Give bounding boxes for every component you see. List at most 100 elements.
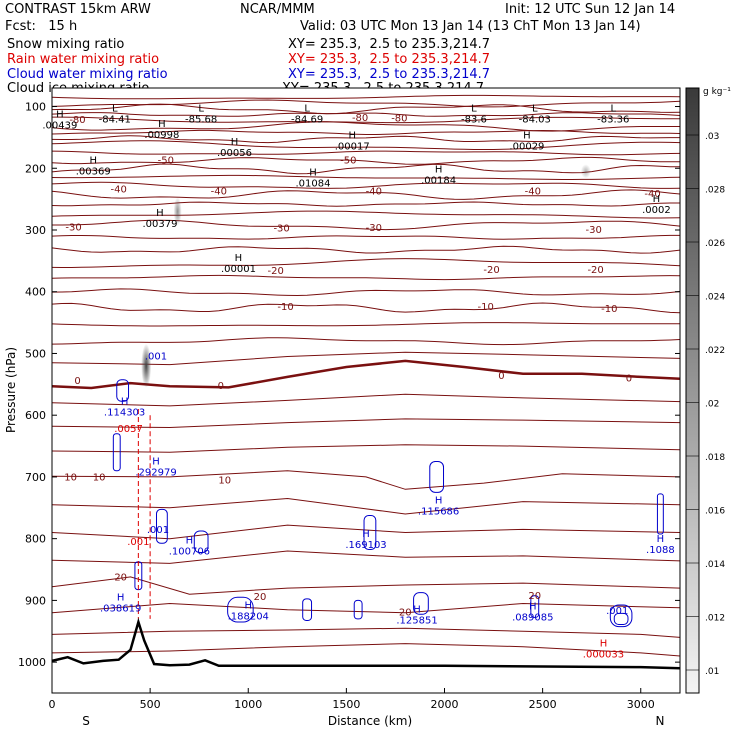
y-tick-label: 900 bbox=[25, 594, 46, 607]
isotherm-label: -40 bbox=[644, 189, 660, 200]
legend-cloud-water-xy: XY= 235.3, 2.5 to 235.3,214.7 bbox=[288, 67, 491, 82]
snow-extreme-value: .00001 bbox=[221, 264, 256, 275]
rain-max-value: .0057 bbox=[114, 424, 143, 435]
colorbar-tick-label: .03 bbox=[705, 132, 719, 142]
snow-extreme-marker: L bbox=[532, 103, 538, 114]
snow-max-shade bbox=[141, 343, 152, 388]
isotherm-line bbox=[51, 643, 681, 657]
snow-extreme-marker: H bbox=[89, 155, 97, 166]
isotherm-label: -10 bbox=[601, 304, 617, 315]
isotherm-label: -40 bbox=[111, 185, 127, 196]
cloud-water-max-marker: H bbox=[362, 529, 370, 540]
isotherm-line bbox=[51, 94, 681, 100]
org-label: NCAR/MMM bbox=[240, 2, 315, 17]
isotherm-label: -30 bbox=[585, 225, 601, 236]
cloud-water-max-value: .001 bbox=[145, 352, 167, 363]
snow-extreme-marker: H bbox=[523, 131, 531, 142]
rain-max-value: .000033 bbox=[583, 650, 624, 661]
x-axis-label: Distance (km) bbox=[328, 714, 412, 728]
isotherm-label: 0 bbox=[218, 381, 224, 392]
isotherm-line bbox=[51, 156, 680, 165]
valid-time: Valid: 03 UTC Mon 13 Jan 14 (13 ChT Mon … bbox=[300, 19, 641, 34]
isotherm-label: -30 bbox=[65, 222, 81, 233]
y-tick-label: 400 bbox=[25, 286, 46, 299]
isotherm-line bbox=[52, 116, 680, 124]
cloud-water-contour bbox=[363, 515, 377, 550]
y-tick-label: 600 bbox=[25, 409, 46, 422]
isotherm-label: -80 bbox=[391, 114, 407, 125]
cloud-water-max-marker: H bbox=[121, 397, 129, 408]
snow-extreme-value: .00439 bbox=[42, 121, 77, 132]
snow-extreme-value: .00369 bbox=[76, 166, 111, 177]
snow-extreme-marker: H bbox=[235, 253, 243, 264]
isotherm-label: -20 bbox=[268, 266, 284, 277]
isotherm-line bbox=[51, 337, 681, 346]
isotherm-label: -20 bbox=[483, 265, 499, 276]
isotherm-line bbox=[51, 288, 681, 297]
cloud-water-contour bbox=[156, 508, 168, 544]
isotherm-line bbox=[51, 274, 681, 281]
x-tick-label: 2000 bbox=[431, 698, 459, 711]
legend-snow-xy: XY= 235.3, 2.5 to 235.3,214.7 bbox=[288, 37, 491, 52]
isotherm-line bbox=[51, 103, 681, 115]
cloud-water-max-marker: H bbox=[529, 602, 537, 613]
cloud-water-max-value: .292979 bbox=[135, 468, 176, 479]
isotherm-label: 20 bbox=[399, 608, 412, 619]
x-tick-label: 1000 bbox=[234, 698, 262, 711]
snow-extreme-marker: H bbox=[653, 194, 661, 205]
snow-extreme-value: .00998 bbox=[144, 130, 179, 141]
cloud-water-max-marker: H bbox=[435, 495, 443, 506]
snow-extreme-value: .00184 bbox=[421, 176, 456, 187]
isotherm-line bbox=[51, 140, 681, 150]
legend-snow-label: Snow mixing ratio bbox=[7, 37, 125, 52]
isotherm-label: 0 bbox=[626, 374, 632, 385]
snow-extreme-value: .00379 bbox=[142, 219, 177, 230]
y-axis-label: Pressure (hPa) bbox=[4, 347, 18, 433]
init-time: Init: 12 UTC Sun 12 Jan 14 bbox=[505, 2, 676, 17]
isotherm-label: 10 bbox=[64, 472, 77, 483]
snow-shade bbox=[173, 197, 182, 226]
cloud-water-max-value: .001 bbox=[606, 606, 628, 617]
plot-background bbox=[52, 88, 680, 693]
snow-extreme-marker: H bbox=[158, 119, 166, 130]
colorbar-tick-label: .014 bbox=[705, 560, 725, 570]
cloud-water-contour bbox=[530, 595, 540, 618]
isotherm-label: -30 bbox=[366, 223, 382, 234]
snow-extreme-marker: L bbox=[471, 103, 477, 114]
isotherm-line bbox=[51, 135, 680, 144]
cloud-water-max-value: .169103 bbox=[345, 540, 386, 551]
cloud-water-contour bbox=[353, 599, 363, 620]
model-title: CONTRAST 15km ARW bbox=[5, 2, 151, 17]
rain-max-value: .001 bbox=[127, 537, 149, 548]
cloud-water-contour bbox=[302, 598, 313, 621]
snow-extreme-marker: L bbox=[304, 103, 310, 114]
snow-extreme-value: .00029 bbox=[509, 142, 544, 153]
x-tick-label: 1500 bbox=[332, 698, 360, 711]
isotherm-label: 10 bbox=[93, 472, 106, 483]
y-tick-label: 800 bbox=[25, 533, 46, 546]
snow-extreme-value: -84.69 bbox=[291, 114, 323, 125]
isotherm-line bbox=[51, 627, 681, 638]
colorbar-tick-label: .02 bbox=[705, 400, 719, 410]
snow-extreme-value: .00017 bbox=[335, 142, 370, 153]
south-end-label: S bbox=[82, 714, 90, 728]
cloud-water-contour bbox=[112, 433, 121, 472]
terrain-line bbox=[51, 617, 681, 670]
cloud-water-max-marker: H bbox=[117, 592, 125, 603]
isotherm-label: -50 bbox=[340, 156, 356, 167]
isotherm-line bbox=[51, 393, 681, 407]
x-tick-label: 500 bbox=[140, 698, 161, 711]
cloud-water-max-value: .1088 bbox=[646, 545, 675, 556]
isotherm-line bbox=[51, 189, 681, 200]
isotherm-label: -40 bbox=[211, 186, 227, 197]
cloud-water-contour bbox=[193, 530, 209, 554]
isotherm-line bbox=[51, 234, 680, 240]
cloud-water-max-value: .038619 bbox=[100, 603, 141, 614]
isotherm-line bbox=[51, 201, 680, 207]
isotherm-label: 0 bbox=[498, 371, 504, 382]
snow-extreme-value: .0002 bbox=[642, 205, 671, 216]
snow-extreme-marker: H bbox=[231, 137, 239, 148]
x-tick-label: 3000 bbox=[627, 698, 655, 711]
colorbar-tick-label: .022 bbox=[705, 346, 725, 356]
